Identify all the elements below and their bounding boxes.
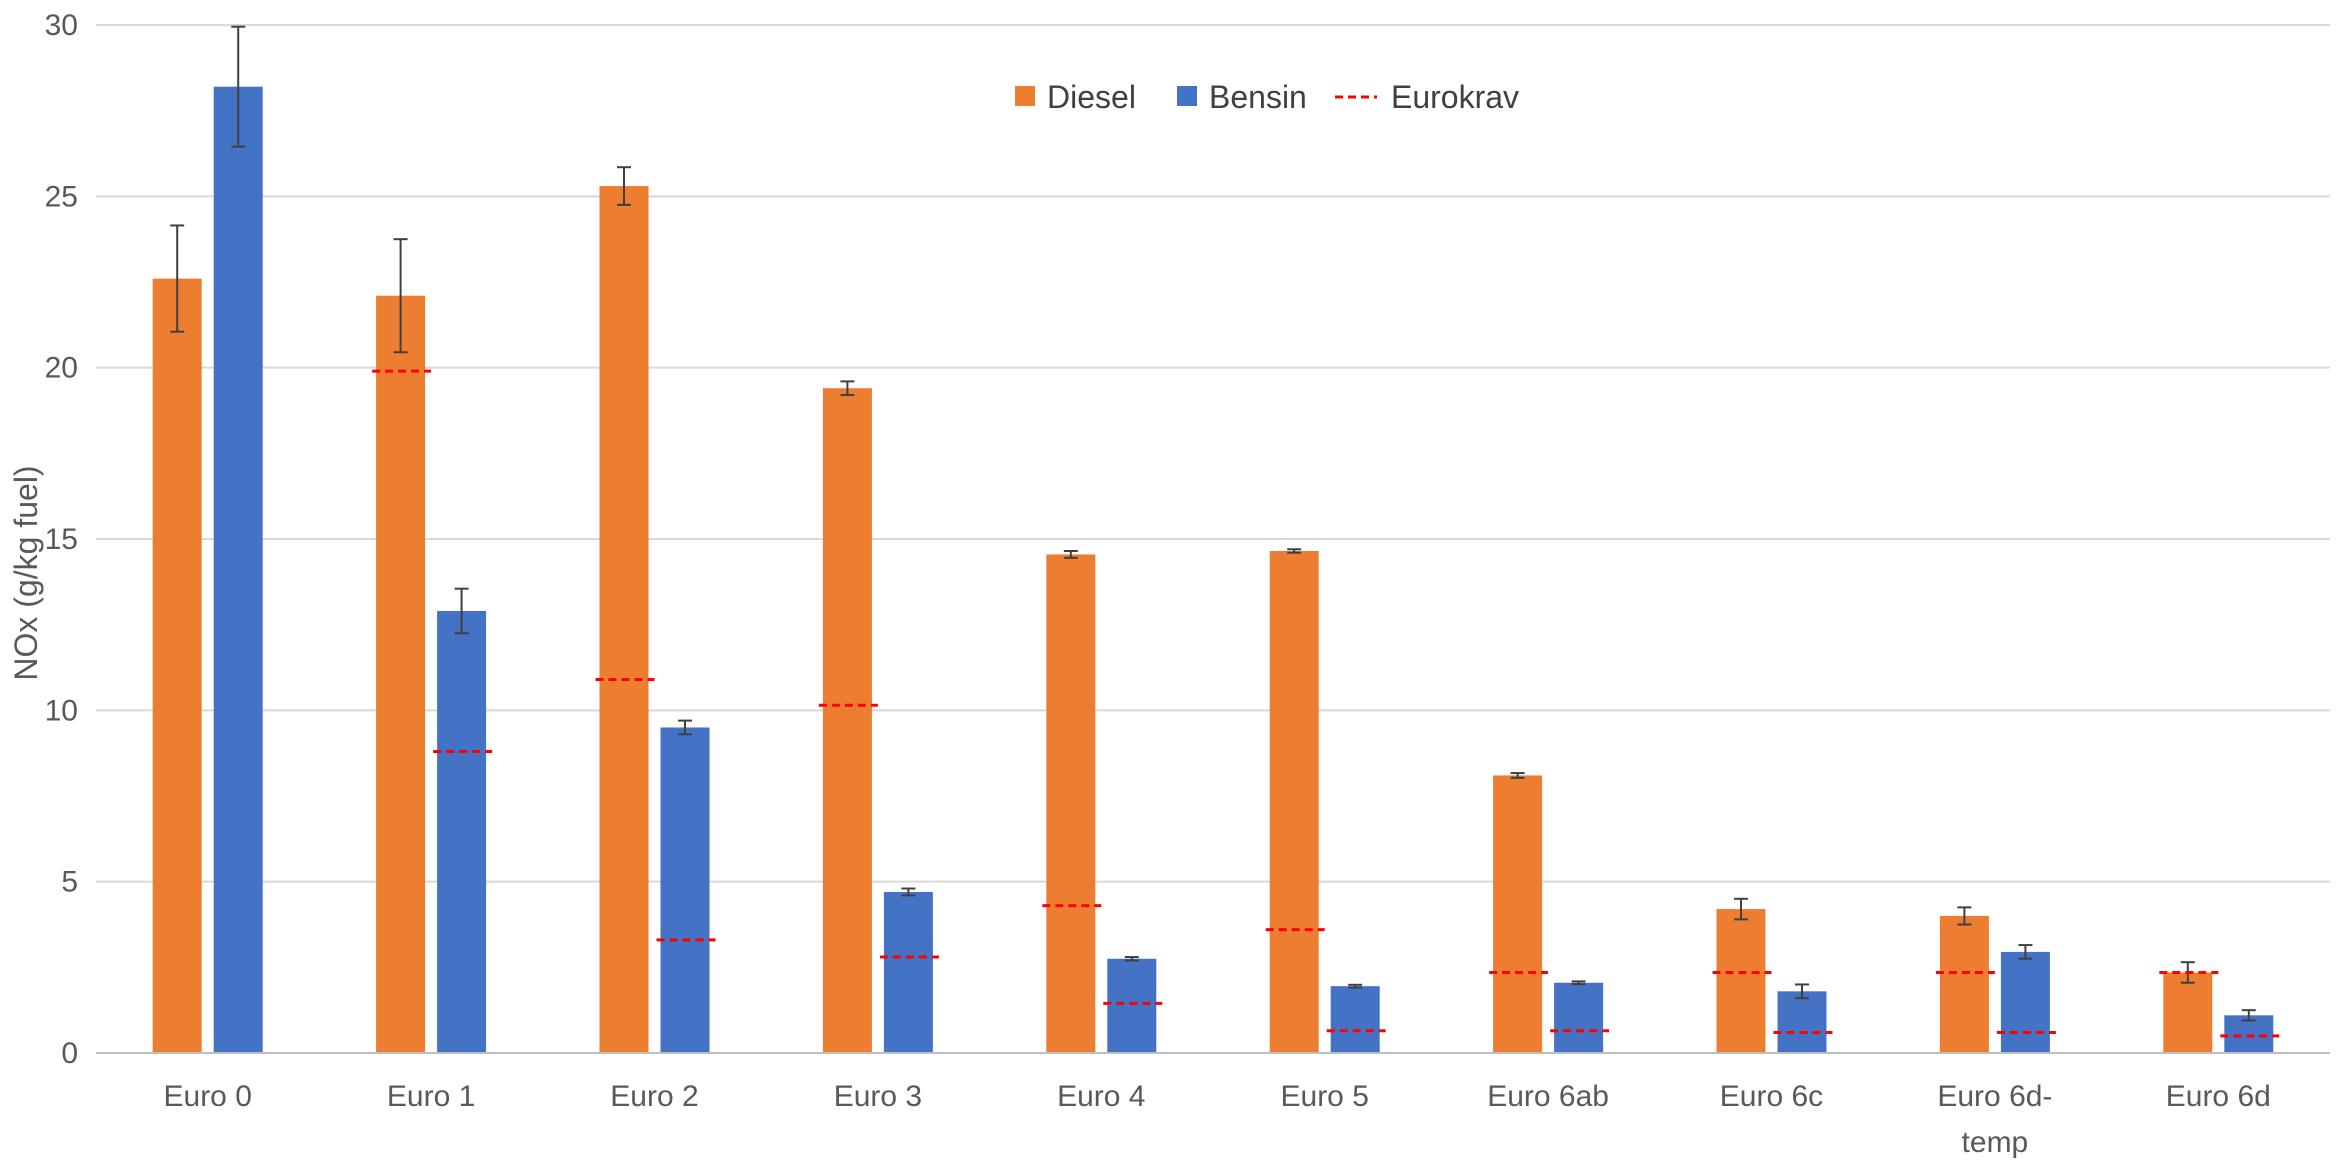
error-bar [170,224,185,333]
error-bars-layer [170,25,2256,1022]
bensin-bar [660,727,710,1053]
bensin-bar [213,86,263,1054]
bensin-bar [1777,991,1827,1053]
y-tick-label: 20 [45,352,78,385]
error-bar [901,887,916,897]
error-bar [454,587,469,635]
x-tick-label-line: Euro 5 [1281,1080,1369,1113]
y-tick-label: 30 [45,9,78,42]
x-tick-label-line: Euro 6d- [1937,1080,2052,1113]
error-bar [840,380,855,397]
axis-layer: 0 5 10 15 20 25 30 Euro 0 Euro 1 Euro 2 Euro 3 Euro… [45,9,2330,1159]
error-bar [1124,956,1139,962]
x-tick-label: Euro 6ab [1487,1080,1609,1113]
bensin-bar [1107,958,1157,1053]
x-tick-label: Euro 6d [2166,1080,2271,1113]
x-tick-label-line: Euro 1 [387,1080,475,1113]
error-bar [2018,944,2033,960]
x-tick-label-line: Euro 3 [834,1080,922,1113]
error-bar [678,719,692,736]
x-tick-label-line: Euro 2 [610,1080,698,1113]
legend-swatch [1015,86,1035,106]
legend-item-diesel: Diesel [1015,79,1136,115]
legend-item-eurokrav: Eurokrav [1335,79,1519,115]
bensin-bar [437,610,487,1053]
diesel-bar [2163,972,2213,1053]
y-axis-title: NOx (g/kg fuel) [8,465,44,680]
y-tick-label: 5 [61,866,78,899]
error-bar [1957,906,1972,926]
x-tick-label-line: Euro 6ab [1487,1080,1609,1113]
y-tick-label: 15 [45,523,78,556]
eurokrav-limits-layer [372,369,2280,1038]
diesel-bar [1269,550,1319,1053]
error-bar [1734,897,1748,921]
diesel-bar [376,295,426,1053]
x-tick-label-line: temp [1962,1126,2029,1159]
bensin-bar [883,891,933,1053]
grid-layer [96,24,2330,883]
error-bar [1571,980,1586,986]
x-tick-label-line: Euro 0 [164,1080,252,1113]
legend-label: Bensin [1209,79,1307,115]
x-tick-label: Euro 5 [1281,1080,1369,1113]
x-tick-label: Euro 6c [1720,1080,1823,1113]
diesel-bar [822,388,872,1053]
error-bar [1287,548,1302,554]
legend-label: Diesel [1047,79,1136,115]
error-bar [231,25,246,148]
x-tick-label-line: Euro 6c [1720,1080,1823,1113]
x-tick-label: Euro 1 [387,1080,475,1113]
error-bar [617,166,631,206]
x-tick-label: Euro 2 [610,1080,698,1113]
diesel-bar [599,186,649,1053]
bensin-bar [1554,982,1604,1053]
error-bar [1063,549,1078,559]
error-bar [1510,772,1525,779]
x-tick-label-line: Euro 4 [1057,1080,1145,1113]
x-tick-label: Euro 4 [1057,1080,1145,1113]
diesel-bar [152,278,202,1053]
diesel-bar [1939,915,1989,1053]
legend-label: Eurokrav [1391,79,1519,115]
y-tick-label: 25 [45,180,78,213]
y-tick-label: 10 [45,694,78,727]
error-bar [393,238,408,354]
x-tick-label: Euro 0 [164,1080,252,1113]
diesel-bar [1046,554,1096,1053]
diesel-bar [1493,775,1543,1053]
bensin-bar [2224,1015,2274,1053]
y-tick-label: 0 [61,1037,78,1070]
diesel-bar [1716,909,1766,1053]
legend-item-bensin: Bensin [1177,79,1307,115]
legend-swatch [1177,86,1197,106]
bensin-bar [1330,986,1380,1053]
x-tick-label: Euro 3 [834,1080,922,1113]
error-bar [2241,1009,2256,1022]
bars-layer [152,86,2274,1054]
error-bar [1795,983,1809,1000]
error-bar [1348,983,1363,989]
x-tick-label: Euro 6d-temp [1937,1080,2052,1159]
x-tick-label-line: Euro 6d [2166,1080,2271,1113]
bensin-bar [2000,951,2050,1053]
legend: Diesel Bensin Eurokrav [1015,79,1519,115]
